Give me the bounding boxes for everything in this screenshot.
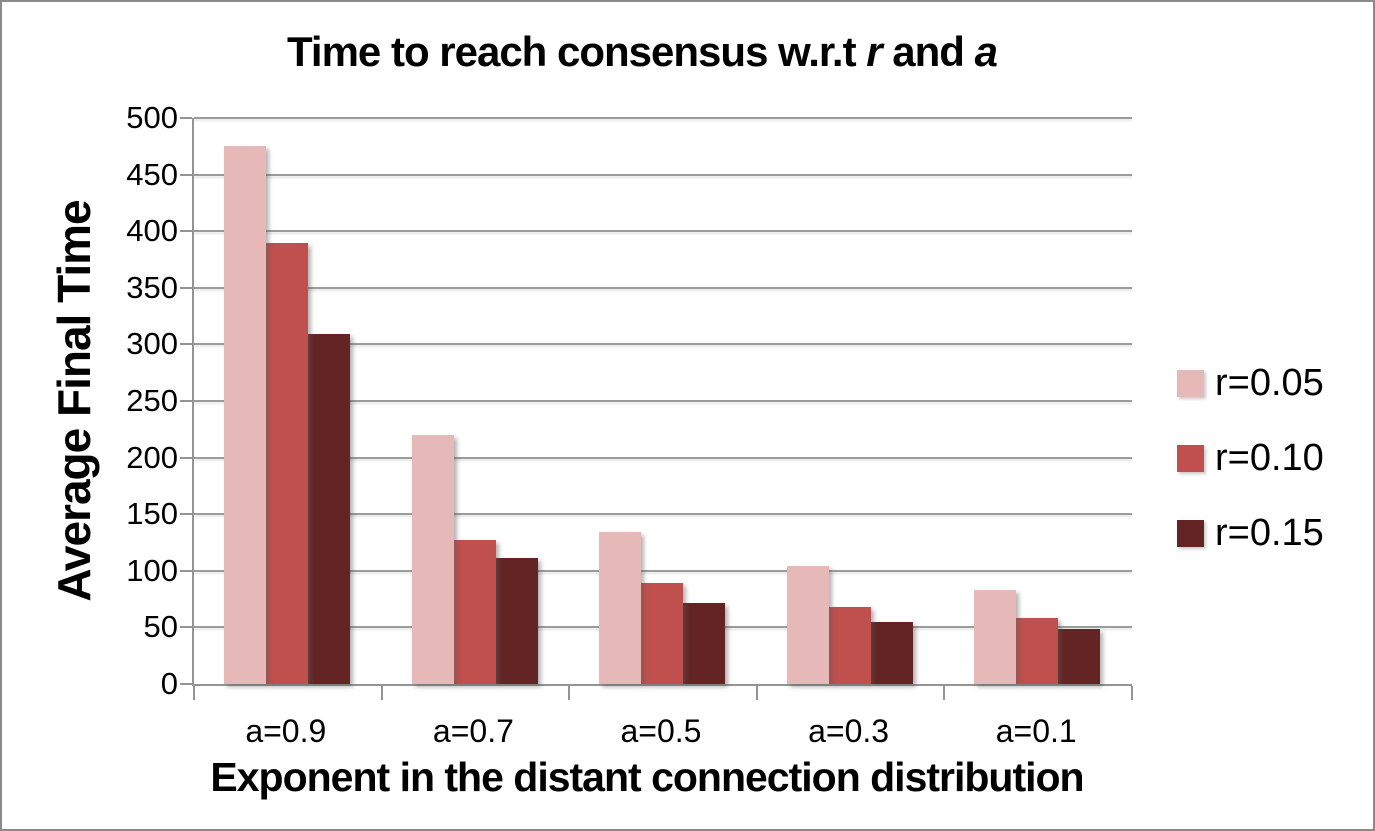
y-axis-tick-150 <box>180 513 192 516</box>
y-axis-tick-label: 500 <box>126 100 178 135</box>
gridline-150 <box>194 513 1132 516</box>
gridline-300 <box>194 343 1132 346</box>
chart-title-mid: and <box>881 28 975 75</box>
bar-r=0.15-a=0.5 <box>683 602 726 684</box>
y-axis-tick-label: 50 <box>143 609 178 645</box>
bar-r=0.10-a=0.9 <box>266 242 308 684</box>
y-axis-tick-label: 250 <box>126 383 178 418</box>
gridline-250 <box>194 400 1132 402</box>
gridline-500 <box>194 117 1132 119</box>
gridline-200 <box>194 456 1132 459</box>
x-axis-title: Exponent in the distant connection distr… <box>210 754 1084 800</box>
legend-swatch-r=0.15 <box>1177 519 1204 547</box>
gridline-400 <box>194 230 1132 233</box>
bar-r=0.05-a=0.7 <box>411 434 454 684</box>
x-axis-tick <box>193 686 195 700</box>
legend-item-r=0.15: r=0.15 <box>1177 514 1324 552</box>
legend-swatch-r=0.05 <box>1177 369 1204 397</box>
y-axis-tick-350 <box>180 286 192 289</box>
x-axis-tick <box>1131 686 1133 700</box>
y-axis-tick-400 <box>180 230 192 233</box>
x-axis-category-label: a=0.5 <box>620 713 702 749</box>
x-axis-tick <box>943 686 946 700</box>
y-axis-tick-label: 450 <box>126 156 178 192</box>
bar-r=0.15-a=0.7 <box>495 558 538 684</box>
y-axis-tick-label: 200 <box>126 439 178 475</box>
bar-r=0.05-a=0.1 <box>974 590 1017 684</box>
y-axis-tick-450 <box>180 173 192 176</box>
bar-r=0.15-a=0.1 <box>1058 628 1101 684</box>
x-axis-category-label: a=0.3 <box>808 713 890 749</box>
y-axis-tick-label: 0 <box>160 666 178 701</box>
y-axis-tick-label: 100 <box>126 552 178 588</box>
bar-r=0.10-a=0.7 <box>453 540 496 684</box>
chart-title: Time to reach consensus w.r.t r and a <box>2 28 1282 76</box>
legend-label: r=0.10 <box>1215 437 1324 479</box>
bar-r=0.15-a=0.3 <box>870 621 913 684</box>
bar-r=0.05-a=0.9 <box>224 146 266 684</box>
chart-title-text: Time to reach consensus w.r.t <box>287 28 867 75</box>
y-axis-tick-label: 350 <box>126 269 178 305</box>
y-axis-tick-50 <box>180 626 192 629</box>
chart-title-var-a: a <box>974 28 998 75</box>
y-axis-tick-label: 300 <box>126 326 178 362</box>
x-axis-category-label: a=0.1 <box>995 713 1077 749</box>
legend-item-r=0.10: r=0.10 <box>1177 439 1324 477</box>
bar-r=0.10-a=0.5 <box>641 583 684 684</box>
x-axis-category-label: a=0.7 <box>432 713 514 749</box>
bar-r=0.10-a=0.1 <box>1016 618 1059 684</box>
bar-r=0.05-a=0.5 <box>599 532 642 684</box>
bar-r=0.10-a=0.3 <box>828 607 871 684</box>
legend-label: r=0.05 <box>1215 362 1324 404</box>
y-axis-tick-label: 150 <box>126 496 178 532</box>
y-axis-tick-250 <box>180 400 192 402</box>
y-axis-tick-0 <box>180 683 192 685</box>
x-axis-tick <box>755 686 758 700</box>
chart-title-var-r: r <box>866 28 882 75</box>
y-axis-tick-200 <box>180 456 192 459</box>
y-axis-tick-500 <box>180 117 192 119</box>
y-axis-tick-100 <box>180 569 192 572</box>
x-axis-tick <box>568 686 571 700</box>
bar-r=0.15-a=0.9 <box>308 334 350 684</box>
legend: r=0.05 r=0.10 r=0.15 <box>1177 364 1324 594</box>
gridline-350 <box>194 286 1132 289</box>
bar-r=0.05-a=0.3 <box>786 566 829 684</box>
x-axis-tick <box>380 686 383 700</box>
plot-area <box>180 117 1133 700</box>
legend-label: r=0.15 <box>1215 512 1324 554</box>
x-axis-category-label: a=0.9 <box>245 713 327 749</box>
y-axis-tick-label: 400 <box>126 213 178 249</box>
y-axis-tick-300 <box>180 343 192 346</box>
legend-swatch-r=0.10 <box>1177 444 1204 472</box>
gridline-100 <box>194 569 1132 572</box>
gridline-450 <box>194 173 1132 176</box>
legend-item-r=0.05: r=0.05 <box>1177 364 1324 402</box>
